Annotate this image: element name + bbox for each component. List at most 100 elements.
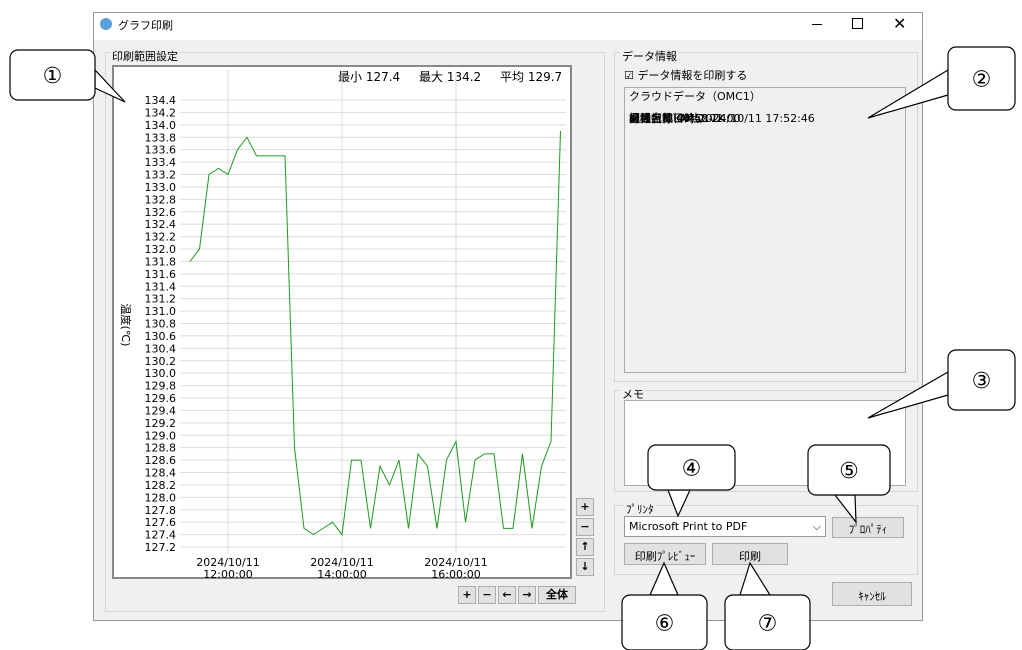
cancel-button[interactable]: ｷｬﾝｾﾙ <box>832 582 912 606</box>
callout-box <box>807 444 891 496</box>
y-tick-label: 127.2 <box>145 541 177 554</box>
zoom-button[interactable]: − <box>576 518 594 536</box>
callout-number: ① <box>43 64 63 89</box>
callout-number: ③ <box>972 369 992 394</box>
y-tick-label: 130.6 <box>145 330 177 343</box>
y-tick-label: 132.6 <box>145 206 177 219</box>
y-tick-label: 130.4 <box>145 342 177 355</box>
info-line: 機種名 CLA450-TK <box>629 112 725 125</box>
x-tick-line: 14:00:00 <box>317 568 366 581</box>
y-tick-label: 132.0 <box>145 243 177 256</box>
callout-number: ⑦ <box>758 612 778 637</box>
info-header: クラウドデータ（OMC1） <box>629 90 761 103</box>
y-tick-label: 133.0 <box>145 181 177 194</box>
data-info-group <box>614 52 918 382</box>
y-tick-label: 129.2 <box>145 417 177 430</box>
stat: 最大 134.2 <box>419 70 481 84</box>
x-tick-label: 2024/10/11 12:00:00 <box>196 556 259 581</box>
callout-tail <box>867 370 949 419</box>
y-tick-label: 129.6 <box>145 392 177 405</box>
info-line: 記録点数 40点 <box>629 112 702 125</box>
zoom-button[interactable]: + <box>458 586 476 604</box>
group-title: メモ <box>620 386 646 402</box>
zoom-button[interactable]: ↑ <box>576 538 594 556</box>
maximize[interactable] <box>852 18 863 29</box>
x-tick-label: 2024/10/11 16:00:00 <box>424 556 487 581</box>
y-tick-label: 129.8 <box>145 380 177 393</box>
callout-box <box>724 594 811 650</box>
callout-box <box>621 594 708 650</box>
y-tick-label: 131.0 <box>145 305 177 318</box>
group-title: データ情報 <box>620 48 679 64</box>
y-tick-label: 127.4 <box>145 529 177 542</box>
zoom-button[interactable]: ← <box>498 586 516 604</box>
title-bar <box>94 13 922 40</box>
checkbox[interactable]: ☑ データ情報を印刷する <box>624 69 748 82</box>
y-tick-label: 133.6 <box>145 144 177 157</box>
y-tick-label: 130.8 <box>145 318 177 331</box>
x-tick-line: 2024/10/11 <box>424 556 487 569</box>
callout-box <box>647 444 736 491</box>
info-line: ﾌｧｰﾑｳｪｱﾊﾞｰｼﾞｮﾝ v2.00 <box>629 112 741 125</box>
zoom-button[interactable]: − <box>478 586 496 604</box>
group-title: 印刷範囲設定 <box>110 48 180 64</box>
y-tick-label: 133.8 <box>145 131 177 144</box>
close[interactable]: ✕ <box>893 14 907 33</box>
x-tick-line: 2024/10/11 <box>310 556 373 569</box>
y-tick-label: 129.4 <box>145 404 177 417</box>
y-tick-label: 131.4 <box>145 280 177 293</box>
stat: 最小 127.4 <box>338 70 400 84</box>
x-tick-line: 2024/10/11 <box>196 556 259 569</box>
properties-button[interactable]: ﾌﾟﾛﾊﾟﾃｨ <box>832 517 904 538</box>
zoom-button[interactable]: + <box>576 498 594 516</box>
callout-box <box>947 46 1016 111</box>
callout-tail <box>833 494 857 524</box>
minimize[interactable] <box>812 24 822 25</box>
y-tick-label: 134.4 <box>145 94 177 107</box>
y-tick-label: 130.0 <box>145 367 177 380</box>
y-tick-label: 127.8 <box>145 504 177 517</box>
y-tick-label: 127.6 <box>145 516 177 529</box>
zoom-button[interactable]: → <box>518 586 536 604</box>
y-tick-label: 128.0 <box>145 491 177 504</box>
y-tick-label: 128.6 <box>145 454 177 467</box>
y-tick-label: 131.8 <box>145 255 177 268</box>
checkbox-label: データ情報を印刷する <box>637 69 748 82</box>
zoom-button[interactable]: 全体 <box>538 586 576 604</box>
y-tick-label: 131.2 <box>145 293 177 306</box>
data-info-text: クラウドデータ（OMC1） 機種名 CLA450-TK ﾌｧｰﾑｳｪｱﾊﾞｰｼﾞｮ… <box>624 87 906 373</box>
y-tick-label: 128.8 <box>145 442 177 455</box>
y-tick-label: 128.4 <box>145 467 177 480</box>
memo-group <box>614 390 918 492</box>
callout-tail <box>667 489 691 518</box>
window-title: グラフ印刷 <box>118 19 173 32</box>
info-line: 最終記録日時 2024/10/11 17:52:46 <box>629 112 815 125</box>
callout-number: ④ <box>682 457 702 482</box>
zoom-button[interactable]: ↓ <box>576 558 594 576</box>
y-tick-label: 134.0 <box>145 119 177 132</box>
y-tick-label: 132.2 <box>145 231 177 244</box>
print-range-group <box>105 52 605 612</box>
group-title: ﾌﾟﾘﾝﾀ <box>624 501 656 517</box>
y-tick-label: 132.8 <box>145 193 177 206</box>
y-tick-label: 128.2 <box>145 479 177 492</box>
y-tick-label: 129.0 <box>145 429 177 442</box>
callout-tail <box>739 561 772 596</box>
y-tick-label: 132.4 <box>145 218 177 231</box>
x-tick-line: 12:00:00 <box>203 568 252 581</box>
callout-tail <box>649 561 679 596</box>
callout-box <box>9 49 96 101</box>
callout-tail <box>94 68 126 103</box>
x-tick-line: 16:00:00 <box>431 568 480 581</box>
callout-box <box>947 349 1016 411</box>
app-icon <box>100 18 112 30</box>
printer-select[interactable]: Microsoft Print to PDF ⌵ <box>624 516 826 537</box>
callout-number: ⑥ <box>655 612 675 637</box>
callout-number: ② <box>972 68 992 93</box>
y-tick-label: 133.2 <box>145 169 177 182</box>
y-tick-label: 133.4 <box>145 156 177 169</box>
callout-number: ⑤ <box>839 459 859 484</box>
callout-tail <box>867 68 949 119</box>
